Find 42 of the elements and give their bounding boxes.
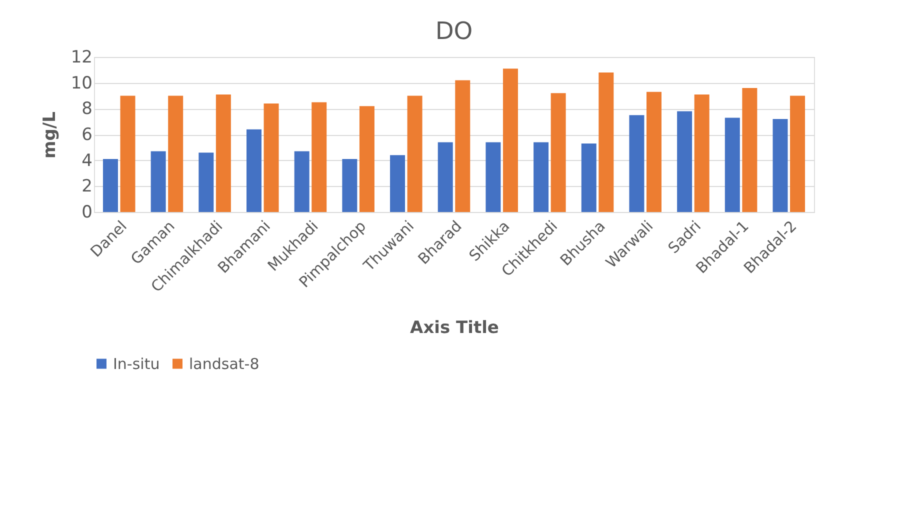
bar: [581, 144, 596, 212]
y-tick-label: 8: [82, 99, 92, 120]
y-axis-title: mg/L: [40, 111, 60, 158]
y-tick-label: 6: [82, 125, 92, 145]
bar: [550, 93, 566, 212]
bar: [312, 102, 327, 212]
x-axis-title: Axis Title: [410, 318, 499, 338]
bar: [629, 115, 644, 212]
bar: [168, 96, 184, 212]
bar: [724, 118, 740, 212]
bar: [120, 96, 136, 212]
bar: [694, 94, 710, 212]
bar: [198, 152, 214, 212]
bar: [486, 142, 501, 212]
bar: [264, 104, 279, 212]
chart-title: DO: [435, 17, 473, 45]
bar: [102, 159, 118, 212]
bar: [646, 92, 662, 212]
legend-label: In-situ: [113, 354, 160, 373]
y-tick-label: 12: [70, 48, 92, 68]
bar: [438, 142, 453, 212]
bar: [342, 159, 358, 212]
bar: [772, 119, 788, 212]
y-tick-label: 2: [82, 176, 92, 197]
bar: [216, 94, 231, 212]
bar: [502, 68, 518, 212]
bar: [790, 96, 806, 212]
bar: [390, 155, 406, 212]
bar: [534, 142, 549, 212]
legend-label: landsat-8: [189, 354, 260, 373]
y-tick-label: 4: [82, 150, 92, 171]
bar: [359, 106, 374, 212]
bar: [150, 151, 166, 212]
y-tick-label: 0: [82, 202, 92, 222]
bar: [742, 88, 758, 212]
bar: [677, 111, 692, 212]
bar: [407, 96, 422, 212]
bar: [294, 151, 310, 212]
bar: [598, 72, 614, 212]
bar: [246, 129, 262, 212]
y-tick-label: 10: [70, 73, 92, 94]
bar: [455, 80, 470, 212]
